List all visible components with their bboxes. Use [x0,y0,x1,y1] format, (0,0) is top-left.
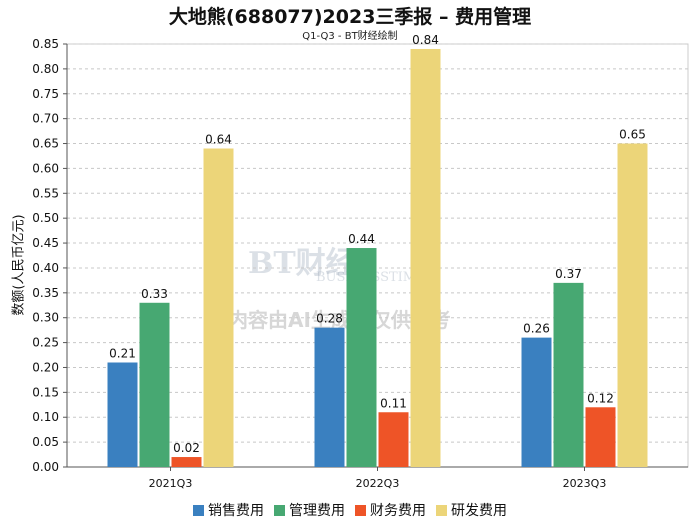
y-tick-label: 0.65 [32,137,59,151]
y-tick-label: 0.35 [32,286,59,300]
watermark-logo: BT财经 [248,246,356,281]
data-label: 0.64 [205,133,232,147]
bar-3-2022Q3 [378,412,409,467]
y-tick-label: 0.25 [32,336,59,350]
legend-item: 销售费用 [193,500,264,520]
bar-2-2021Q3 [139,302,170,467]
y-tick-label: 0.40 [32,261,59,275]
legend-swatch [274,504,285,516]
legend-swatch [436,504,447,516]
bar-2-2022Q3 [346,248,377,467]
legend-swatch [193,504,204,516]
data-label: 0.12 [587,391,614,405]
bar-4-2022Q3 [410,48,441,467]
legend-label: 研发费用 [451,503,507,519]
y-tick-label: 0.80 [32,62,59,76]
bar-3-2021Q3 [171,457,202,467]
legend-label: 销售费用 [208,503,264,519]
x-tick-label: 2021Q3 [149,477,193,490]
data-label: 0.21 [109,346,136,360]
bar-1-2022Q3 [314,327,345,467]
legend-label: 管理费用 [289,503,345,519]
legend-item: 财务费用 [355,500,426,520]
y-tick-label: 0.05 [32,435,59,449]
y-tick-label: 0.45 [32,236,59,250]
bar-1-2021Q3 [107,362,138,467]
y-tick-label: 0.10 [32,410,59,424]
y-tick-label: 0.55 [32,186,59,200]
y-tick-label: 0.50 [32,211,59,225]
y-tick-label: 0.15 [32,385,59,399]
bar-1-2023Q3 [521,337,552,467]
y-tick-label: 0.20 [32,360,59,374]
chart-subtitle: Q1-Q3 - BT财经绘制 [302,31,398,42]
x-tick-label: 2023Q3 [563,477,607,490]
y-tick-label: 0.00 [32,460,59,474]
bar-3-2023Q3 [585,407,616,467]
bar-4-2023Q3 [617,143,648,467]
legend-item: 研发费用 [436,500,507,520]
bar-2-2023Q3 [553,282,584,467]
data-label: 0.33 [141,287,168,301]
x-tick-label: 2022Q3 [356,477,400,490]
legend-item: 管理费用 [274,500,345,520]
y-tick-label: 0.75 [32,87,59,101]
chart-title: 大地熊(688077)2023三季报 – 费用管理 [168,6,532,28]
data-label: 0.28 [316,312,343,326]
y-tick-label: 0.30 [32,311,59,325]
data-label: 0.02 [173,441,200,455]
bar-4-2021Q3 [203,148,234,467]
data-label: 0.44 [348,232,375,246]
y-tick-label: 0.85 [32,37,59,51]
data-label: 0.26 [523,322,550,336]
legend: 销售费用 管理费用 财务费用 研发费用 [0,500,700,520]
data-label: 0.37 [555,267,582,281]
legend-swatch [355,504,366,516]
legend-label: 财务费用 [370,503,426,519]
data-label: 0.11 [380,396,407,410]
data-label: 0.65 [619,128,646,142]
y-tick-label: 0.60 [32,161,59,175]
data-label: 0.84 [412,33,439,47]
y-tick-label: 0.70 [32,112,59,126]
